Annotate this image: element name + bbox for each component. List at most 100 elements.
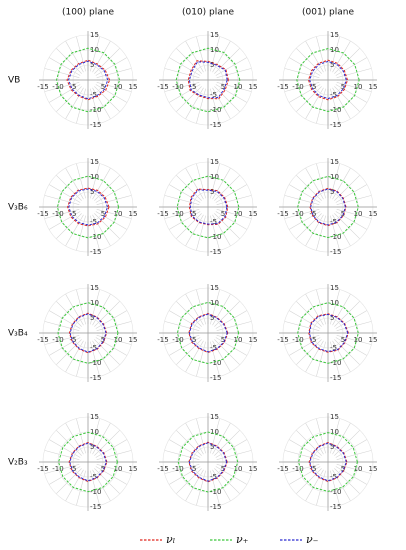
x-tick-label: -5 bbox=[190, 210, 197, 218]
y-tick-label: -5 bbox=[330, 218, 337, 226]
y-tick-label: -10 bbox=[330, 488, 341, 496]
spoke bbox=[185, 167, 204, 200]
x-tick-label: -15 bbox=[37, 465, 48, 473]
velocity-curve bbox=[296, 47, 360, 113]
y-tick-label: -15 bbox=[90, 503, 101, 511]
x-tick-label: -5 bbox=[70, 210, 77, 218]
spoke bbox=[215, 310, 248, 329]
x-tick-label: -10 bbox=[292, 336, 303, 344]
x-tick-label: 15 bbox=[129, 465, 138, 473]
row-label: VB bbox=[8, 76, 20, 86]
y-tick-label: 10 bbox=[330, 299, 339, 307]
legend-label: ν₊ bbox=[236, 533, 249, 546]
spoke bbox=[65, 422, 84, 455]
y-tick-label: -5 bbox=[90, 473, 97, 481]
y-tick-label: -15 bbox=[330, 121, 341, 129]
column-title: (010) plane bbox=[182, 8, 234, 18]
x-tick-label: 5 bbox=[101, 210, 105, 218]
y-tick-label: -10 bbox=[210, 106, 221, 114]
y-tick-label: -10 bbox=[210, 488, 221, 496]
y-tick-label: -5 bbox=[330, 344, 337, 352]
x-tick-label: -5 bbox=[190, 336, 197, 344]
spoke bbox=[335, 57, 368, 76]
x-tick-label: 10 bbox=[354, 465, 363, 473]
x-tick-label: -5 bbox=[190, 83, 197, 91]
spoke bbox=[336, 68, 372, 78]
y-tick-label: -5 bbox=[210, 473, 217, 481]
spoke bbox=[305, 214, 324, 247]
velocity-curve bbox=[189, 189, 228, 225]
x-tick-label: 15 bbox=[129, 210, 138, 218]
spoke bbox=[284, 321, 320, 331]
spoke bbox=[44, 195, 80, 205]
x-tick-label: 10 bbox=[114, 465, 123, 473]
spoke bbox=[336, 450, 372, 460]
spoke bbox=[48, 310, 81, 329]
y-tick-label: -5 bbox=[330, 91, 337, 99]
y-tick-label: 5 bbox=[330, 61, 334, 69]
velocity-curve bbox=[310, 188, 346, 226]
velocity-curve bbox=[298, 432, 358, 492]
y-tick-label: 15 bbox=[330, 284, 339, 292]
velocity-curve bbox=[57, 302, 119, 364]
x-tick-label: 10 bbox=[234, 336, 243, 344]
spoke bbox=[65, 40, 84, 73]
velocity-curve bbox=[67, 187, 110, 227]
y-tick-label: -5 bbox=[90, 344, 97, 352]
spoke bbox=[216, 450, 252, 460]
velocity-curve bbox=[177, 431, 239, 493]
y-tick-label: 5 bbox=[210, 61, 214, 69]
y-tick-label: -15 bbox=[210, 248, 221, 256]
velocity-curve bbox=[55, 47, 121, 113]
x-tick-label: 5 bbox=[341, 83, 345, 91]
x-tick-label: -10 bbox=[292, 83, 303, 91]
spoke bbox=[96, 68, 132, 78]
x-tick-label: -10 bbox=[172, 465, 183, 473]
x-tick-label: -15 bbox=[37, 336, 48, 344]
y-tick-label: 5 bbox=[90, 188, 94, 196]
x-tick-label: -5 bbox=[70, 465, 77, 473]
velocity-curve bbox=[297, 302, 359, 364]
spoke bbox=[215, 184, 248, 203]
y-tick-label: 15 bbox=[330, 413, 339, 421]
y-tick-label: 10 bbox=[210, 173, 219, 181]
velocity-curve bbox=[188, 441, 228, 483]
spoke bbox=[316, 289, 326, 325]
x-tick-label: 15 bbox=[369, 336, 378, 344]
legend-label: ν₋ bbox=[306, 533, 319, 546]
spoke bbox=[305, 422, 324, 455]
x-tick-label: 5 bbox=[221, 336, 225, 344]
spoke bbox=[65, 293, 84, 326]
velocity-curve bbox=[68, 312, 108, 354]
y-tick-label: -5 bbox=[210, 218, 217, 226]
x-tick-label: -15 bbox=[277, 83, 288, 91]
x-tick-label: 15 bbox=[249, 336, 258, 344]
x-tick-label: 10 bbox=[114, 336, 123, 344]
spoke bbox=[96, 321, 132, 331]
x-tick-label: 10 bbox=[354, 336, 363, 344]
velocity-curve bbox=[69, 442, 107, 482]
x-tick-label: -10 bbox=[172, 210, 183, 218]
spoke bbox=[288, 310, 321, 329]
spoke bbox=[168, 439, 201, 458]
spoke bbox=[168, 310, 201, 329]
x-tick-label: 5 bbox=[341, 336, 345, 344]
velocity-curve bbox=[188, 61, 228, 99]
spoke bbox=[305, 340, 324, 373]
y-tick-label: 5 bbox=[210, 314, 214, 322]
y-tick-label: 5 bbox=[90, 61, 94, 69]
y-tick-label: 5 bbox=[210, 443, 214, 451]
y-tick-label: 5 bbox=[330, 443, 334, 451]
velocity-curve bbox=[187, 60, 229, 100]
velocity-curve bbox=[67, 60, 109, 100]
y-tick-label: 15 bbox=[210, 31, 219, 39]
spoke bbox=[288, 439, 321, 458]
spoke bbox=[48, 439, 81, 458]
spoke bbox=[185, 422, 204, 455]
spoke bbox=[95, 310, 128, 329]
x-tick-label: 10 bbox=[234, 465, 243, 473]
x-tick-label: -15 bbox=[277, 336, 288, 344]
velocity-curve bbox=[188, 442, 228, 482]
velocity-curve bbox=[308, 313, 349, 353]
y-tick-label: -10 bbox=[210, 359, 221, 367]
